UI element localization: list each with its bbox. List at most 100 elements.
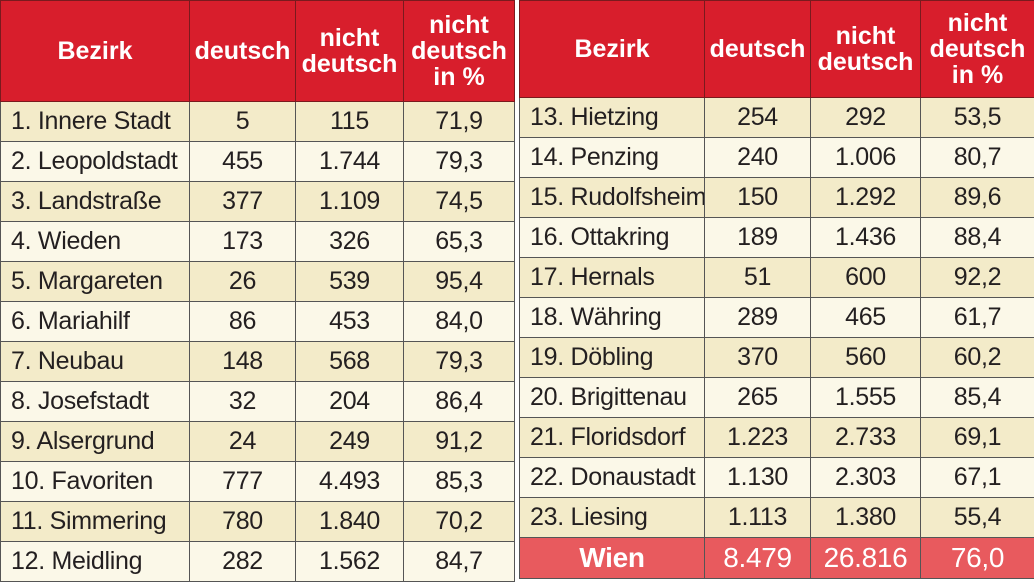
bezirk-cell: 21. Floridsdorf: [519, 417, 705, 458]
nicht-deutsch-cell: 26.816: [810, 537, 921, 579]
deutsch-cell: 289: [704, 297, 811, 338]
deutsch-cell: 780: [189, 501, 296, 542]
nicht-deutsch-cell: 1.555: [810, 377, 921, 418]
deutsch-cell: 777: [189, 461, 296, 502]
table-row: 3. Landstraße 377 1.109 74,5: [0, 181, 515, 222]
bezirk-cell: 18. Währing: [519, 297, 705, 338]
deutsch-cell: 240: [704, 137, 811, 178]
table-row: 19. Döbling 370 560 60,2: [519, 337, 1034, 378]
table-row: 22. Donaustadt 1.130 2.303 67,1: [519, 457, 1034, 498]
column-header-deutsch: deutsch: [704, 0, 811, 98]
bezirk-cell: 15. Rudolfsheim-F.: [519, 177, 705, 218]
bezirk-cell: 17. Hernals: [519, 257, 705, 298]
nicht-deutsch-cell: 1.744: [295, 141, 404, 182]
table-row: 7. Neubau 148 568 79,3: [0, 341, 515, 382]
table-row: 1. Innere Stadt 5 115 71,9: [0, 101, 515, 142]
nicht-deutsch-cell: 1.562: [295, 541, 404, 582]
nicht-deutsch-percent-cell: 85,4: [920, 377, 1034, 418]
nicht-deutsch-percent-cell: 55,4: [920, 497, 1034, 538]
deutsch-cell: 189: [704, 217, 811, 258]
total-row: Wien 8.479 26.816 76,0: [519, 537, 1034, 579]
nicht-deutsch-percent-cell: 76,0: [920, 537, 1034, 579]
deutsch-cell: 282: [189, 541, 296, 582]
column-header-bezirk: Bezirk: [0, 0, 190, 102]
nicht-deutsch-cell: 1.380: [810, 497, 921, 538]
column-header-nicht-deutsch: nicht deutsch: [810, 0, 921, 98]
bezirk-cell: 8. Josefstadt: [0, 381, 190, 422]
nicht-deutsch-percent-cell: 53,5: [920, 97, 1034, 138]
bezirk-cell: 13. Hietzing: [519, 97, 705, 138]
nicht-deutsch-cell: 1.006: [810, 137, 921, 178]
table-row: 20. Brigittenau 265 1.555 85,4: [519, 377, 1034, 418]
table-row: 9. Alsergrund 24 249 91,2: [0, 421, 515, 462]
nicht-deutsch-cell: 1.436: [810, 217, 921, 258]
nicht-deutsch-cell: 1.840: [295, 501, 404, 542]
table-row: 10. Favoriten 777 4.493 85,3: [0, 461, 515, 502]
bezirk-cell: 22. Donaustadt: [519, 457, 705, 498]
bezirk-cell: 16. Ottakring: [519, 217, 705, 258]
deutsch-cell: 455: [189, 141, 296, 182]
nicht-deutsch-percent-cell: 95,4: [403, 261, 515, 302]
bezirk-cell: 11. Simmering: [0, 501, 190, 542]
nicht-deutsch-cell: 2.303: [810, 457, 921, 498]
table-row: 11. Simmering 780 1.840 70,2: [0, 501, 515, 542]
bezirk-cell: 9. Alsergrund: [0, 421, 190, 462]
header-row: Bezirk deutsch nicht deutsch nicht deuts…: [0, 0, 515, 102]
nicht-deutsch-percent-cell: 74,5: [403, 181, 515, 222]
deutsch-cell: 254: [704, 97, 811, 138]
table-row: 16. Ottakring 189 1.436 88,4: [519, 217, 1034, 258]
bezirk-cell: 10. Favoriten: [0, 461, 190, 502]
nicht-deutsch-cell: 465: [810, 297, 921, 338]
header-row: Bezirk deutsch nicht deutsch nicht deuts…: [519, 0, 1034, 98]
column-header-bezirk: Bezirk: [519, 0, 705, 98]
table-row: 14. Penzing 240 1.006 80,7: [519, 137, 1034, 178]
district-table-right: Bezirk deutsch nicht deutsch nicht deuts…: [519, 0, 1034, 579]
table-row: 18. Währing 289 465 61,7: [519, 297, 1034, 338]
bezirk-cell: 1. Innere Stadt: [0, 101, 190, 142]
bezirk-cell: 7. Neubau: [0, 341, 190, 382]
bezirk-cell: 4. Wieden: [0, 221, 190, 262]
nicht-deutsch-cell: 1.292: [810, 177, 921, 218]
nicht-deutsch-cell: 326: [295, 221, 404, 262]
nicht-deutsch-cell: 249: [295, 421, 404, 462]
column-header-nicht-deutsch: nicht deutsch: [295, 0, 404, 102]
deutsch-cell: 26: [189, 261, 296, 302]
column-header-nicht-deutsch-percent: nicht deutsch in %: [920, 0, 1034, 98]
deutsch-cell: 8.479: [704, 537, 811, 579]
nicht-deutsch-percent-cell: 69,1: [920, 417, 1034, 458]
nicht-deutsch-percent-cell: 65,3: [403, 221, 515, 262]
table-row: 2. Leopoldstadt 455 1.744 79,3: [0, 141, 515, 182]
deutsch-cell: 148: [189, 341, 296, 382]
nicht-deutsch-percent-cell: 67,1: [920, 457, 1034, 498]
deutsch-cell: 51: [704, 257, 811, 298]
nicht-deutsch-cell: 204: [295, 381, 404, 422]
nicht-deutsch-percent-cell: 86,4: [403, 381, 515, 422]
table-row: 21. Floridsdorf 1.223 2.733 69,1: [519, 417, 1034, 458]
table-row: 6. Mariahilf 86 453 84,0: [0, 301, 515, 342]
bezirk-cell: 6. Mariahilf: [0, 301, 190, 342]
nicht-deutsch-percent-cell: 84,0: [403, 301, 515, 342]
bezirk-cell: 14. Penzing: [519, 137, 705, 178]
nicht-deutsch-cell: 539: [295, 261, 404, 302]
column-header-deutsch: deutsch: [189, 0, 296, 102]
nicht-deutsch-cell: 292: [810, 97, 921, 138]
nicht-deutsch-percent-cell: 80,7: [920, 137, 1034, 178]
table-row: 17. Hernals 51 600 92,2: [519, 257, 1034, 298]
nicht-deutsch-percent-cell: 79,3: [403, 141, 515, 182]
nicht-deutsch-cell: 560: [810, 337, 921, 378]
bezirk-cell: 23. Liesing: [519, 497, 705, 538]
bezirk-cell: 19. Döbling: [519, 337, 705, 378]
nicht-deutsch-percent-cell: 79,3: [403, 341, 515, 382]
deutsch-cell: 86: [189, 301, 296, 342]
table-row: 8. Josefstadt 32 204 86,4: [0, 381, 515, 422]
nicht-deutsch-percent-cell: 89,6: [920, 177, 1034, 218]
deutsch-cell: 5: [189, 101, 296, 142]
nicht-deutsch-percent-cell: 91,2: [403, 421, 515, 462]
nicht-deutsch-percent-cell: 88,4: [920, 217, 1034, 258]
deutsch-cell: 32: [189, 381, 296, 422]
table-row: 12. Meidling 282 1.562 84,7: [0, 541, 515, 582]
nicht-deutsch-cell: 453: [295, 301, 404, 342]
table-row: 5. Margareten 26 539 95,4: [0, 261, 515, 302]
nicht-deutsch-cell: 115: [295, 101, 404, 142]
